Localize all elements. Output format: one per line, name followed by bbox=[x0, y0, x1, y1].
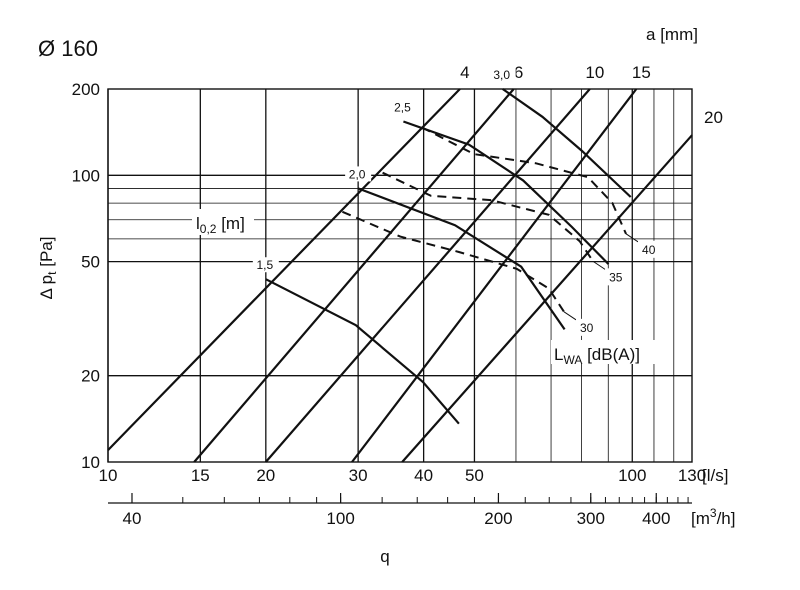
throw-curve-1-5 bbox=[265, 278, 460, 425]
svg-text:l0,2 [m]: l0,2 [m] bbox=[196, 214, 245, 236]
m3h-unit-label: [m3/h] bbox=[691, 506, 735, 528]
throw-curve-label-2-5: 2,5 bbox=[394, 101, 411, 115]
tick-labels: 10 20 50 100 200 10 15 20 30 40 50 100 130[l/s] 40 100… bbox=[72, 80, 729, 528]
sound-curves: 30 35 40 bbox=[342, 126, 663, 336]
throw-distance-label: l0,2 [m] bbox=[192, 209, 254, 236]
a-line-4 bbox=[107, 88, 461, 451]
throw-curve-label-bg bbox=[345, 166, 372, 182]
m3h-tick-label: 200 bbox=[484, 509, 512, 528]
a-lines: 4 6 10 15 20 bbox=[107, 63, 723, 463]
a-line-label-15: 15 bbox=[632, 63, 651, 82]
x-tick-label: 10 bbox=[99, 466, 118, 485]
y-tick-label: 100 bbox=[72, 166, 100, 185]
a-line-label-6: 6 bbox=[514, 63, 523, 82]
throw-curves: 1,5 2,0 2,5 3,0 bbox=[252, 67, 632, 425]
sound-label-suffix: [dB(A)] bbox=[582, 345, 640, 364]
svg-text:LWA [dB(A)]: LWA [dB(A)] bbox=[554, 345, 640, 367]
y-tick-label: 50 bbox=[81, 253, 100, 272]
sound-curve-label-bg bbox=[605, 268, 630, 286]
sound-label-prefix: L bbox=[554, 345, 563, 364]
sound-curve-leader bbox=[563, 311, 577, 321]
throw-curve-label-1-5: 1,5 bbox=[256, 258, 273, 272]
throw-curve-label-3-0: 3,0 bbox=[493, 68, 510, 82]
sound-curve-label-35: 35 bbox=[609, 270, 623, 284]
m3h-unit-suffix: /h] bbox=[717, 509, 736, 528]
m3h-tick-label: 40 bbox=[123, 509, 142, 528]
throw-label-sub: 0,2 bbox=[200, 222, 217, 236]
throw-curve-label-bg bbox=[390, 99, 417, 115]
sound-curve-label-bg bbox=[638, 240, 663, 258]
m3h-tick-label: 300 bbox=[577, 509, 605, 528]
a-axis-label: a [mm] bbox=[646, 25, 698, 44]
chart-title: Ø 160 bbox=[38, 36, 98, 61]
m3h-tick-label: 400 bbox=[642, 509, 670, 528]
m3h-unit-sup: 3 bbox=[710, 506, 717, 520]
y-axis-label: Δ pt [Pa] bbox=[37, 237, 59, 300]
sound-curve-label-bg bbox=[576, 318, 601, 336]
x-tick-label: 50 bbox=[465, 466, 484, 485]
y-tick-label: 10 bbox=[81, 453, 100, 472]
sound-curve-label-40: 40 bbox=[642, 243, 656, 257]
throw-curve-label-2-0: 2,0 bbox=[349, 167, 366, 181]
a-line-10 bbox=[264, 88, 591, 463]
x-axis-label: q bbox=[380, 547, 389, 566]
a-line-20 bbox=[401, 134, 693, 463]
sound-label-sub: WA bbox=[563, 353, 582, 367]
grid-lines bbox=[107, 89, 692, 462]
throw-curve-2-5 bbox=[403, 120, 610, 265]
x-tick-label: 130 bbox=[678, 466, 706, 485]
throw-label-suffix: [m] bbox=[216, 214, 244, 233]
throw-curve-2-0 bbox=[357, 187, 566, 331]
sound-curve-label-30: 30 bbox=[580, 321, 594, 335]
y-tick-label: 20 bbox=[81, 367, 100, 386]
a-line-label-10: 10 bbox=[585, 63, 604, 82]
sound-curve-leader bbox=[592, 260, 606, 270]
x-unit-label: [l/s] bbox=[702, 466, 728, 485]
y-label-suffix: [Pa] bbox=[37, 237, 56, 272]
throw-curve-label-bg bbox=[489, 67, 516, 82]
x-tick-label: 100 bbox=[618, 466, 646, 485]
a-line-15 bbox=[351, 88, 638, 463]
sound-curve-40 bbox=[421, 126, 627, 235]
y-label-sub: t bbox=[45, 271, 59, 275]
sound-curve-30 bbox=[342, 210, 565, 313]
y-label-prefix: Δ p bbox=[37, 275, 56, 300]
x-tick-label: 20 bbox=[256, 466, 275, 485]
sound-curve-leader bbox=[625, 233, 639, 243]
sound-curve-35 bbox=[382, 171, 594, 262]
a-line-6 bbox=[193, 88, 515, 463]
a-line-label-4: 4 bbox=[460, 63, 469, 82]
throw-curve-label-bg bbox=[252, 257, 279, 273]
x-tick-label: 30 bbox=[349, 466, 368, 485]
m3h-tick-label: 100 bbox=[326, 509, 354, 528]
y-tick-label: 200 bbox=[72, 80, 100, 99]
x-tick-label: 40 bbox=[414, 466, 433, 485]
throw-label-prefix: l bbox=[196, 214, 200, 233]
a-line-label-20: 20 bbox=[704, 108, 723, 127]
plot-frame bbox=[107, 88, 693, 463]
m3h-unit-prefix: [m bbox=[691, 509, 710, 528]
sound-level-label: LWA [dB(A)] bbox=[551, 340, 655, 367]
x-tick-label: 15 bbox=[191, 466, 210, 485]
throw-curve-3-0 bbox=[502, 88, 632, 198]
